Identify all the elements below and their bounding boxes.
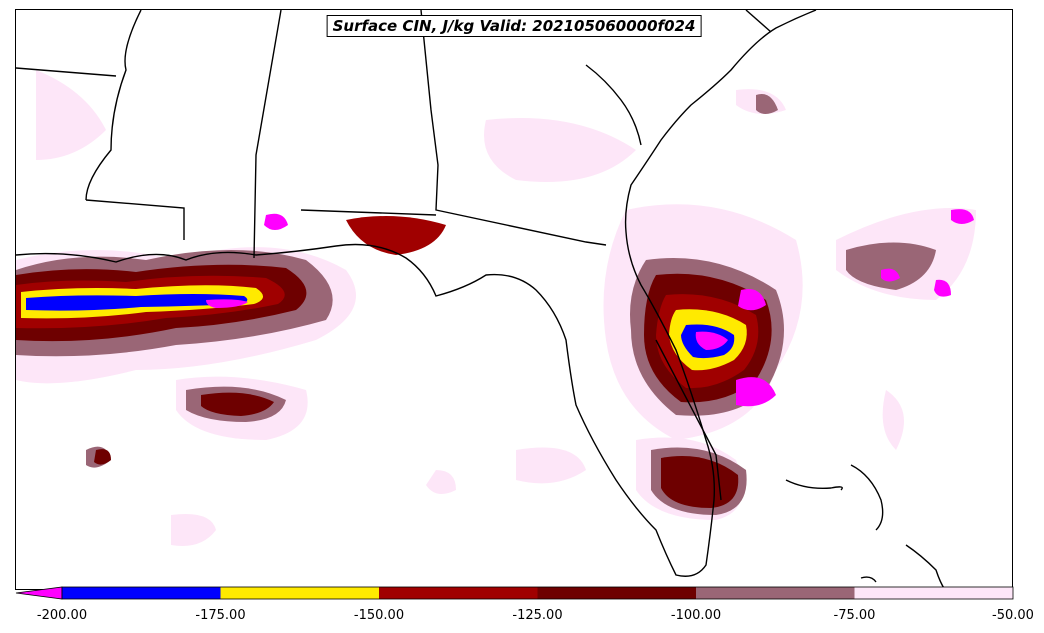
river-savannah [585,64,642,146]
cin-map [16,10,976,589]
state-border-tn-ms [16,67,117,77]
bahamas-andros [905,544,946,589]
state-border-al-ga-fl [420,10,607,246]
colorbar-segment [854,587,1013,599]
mississippi-river [85,10,142,201]
colorbar-segment [696,587,855,599]
colorbar-tick-label: -175.00 [195,608,246,623]
colorbar-tick-label: -50.00 [992,608,1034,623]
coastline [16,10,817,577]
bahamas-abaco [850,464,884,531]
colorbar-tick-label: -100.00 [670,608,722,623]
map-panel: Surface CIN, J/kg Valid: 202105060000f02… [15,9,1013,590]
colorbar-tick-label: -150.00 [353,608,405,623]
bahamas-cay [860,576,877,583]
state-border-fl-al [300,209,437,216]
colorbar-tick-label: -200.00 [36,608,88,623]
colorbar-tick-label: -75.00 [833,608,876,623]
state-border-la-ms [85,199,185,240]
cin-level-below-minus200 [206,209,974,407]
colorbar-tick-label: -125.00 [512,608,563,623]
map-title: Surface CIN, J/kg Valid: 202105060000f02… [326,15,702,37]
bahamas-grand [785,479,843,491]
colorbar-segment [62,587,221,599]
boundaries [16,10,946,589]
cin-shading [16,70,976,546]
colorbar-segment [379,587,538,599]
state-border-ga-sc [745,10,772,33]
colorbar-segment [537,587,696,599]
colorbar-outline [61,586,1014,600]
colorbar [15,586,1014,600]
colorbar-segment [220,587,379,599]
state-border-ms-al [253,10,282,259]
colorbar-extend-min [15,586,63,600]
coast-east-florida [655,339,722,501]
